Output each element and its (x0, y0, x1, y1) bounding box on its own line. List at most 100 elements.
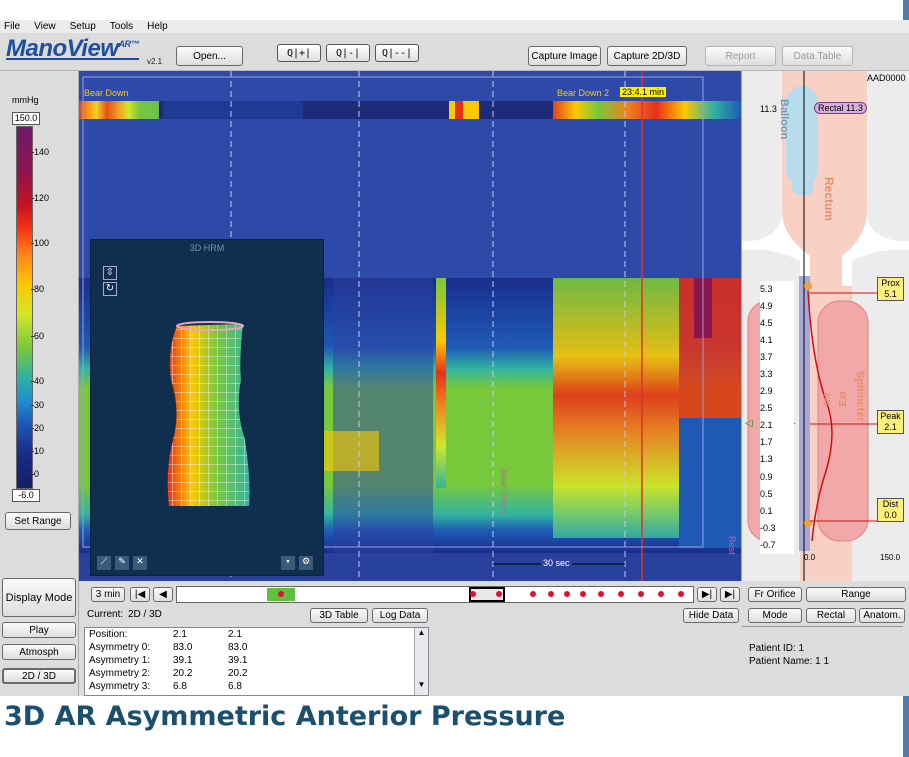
fr-orifice-button[interactable]: Fr Orifice (748, 587, 802, 602)
timeline-event-dot (548, 591, 554, 597)
capture-2d3d-button[interactable]: Capture 2D/3D (607, 46, 687, 66)
mode-button[interactable]: Mode (748, 608, 802, 623)
step-back-icon[interactable]: ◀ (153, 587, 173, 602)
display-mode-button[interactable]: Display Mode (2, 578, 76, 617)
menu-setup[interactable]: Setup (69, 21, 96, 32)
position-tick: 0.9 (760, 471, 773, 482)
dist-tag: Dist 0.0 (877, 498, 904, 522)
unit-label: mmHg (12, 95, 39, 105)
rectal-button[interactable]: Rectal (806, 608, 856, 623)
zoom-fit-button[interactable]: Q|-| (326, 44, 370, 62)
position-tick: 0.1 (760, 505, 773, 516)
3d-hrm-panel[interactable]: 3D HRM ⇳ ↻ ⟋ ✎ ✕ ▪ ⚙ (90, 239, 324, 576)
menu-help[interactable]: Help (147, 21, 168, 32)
timeline-event-dot (618, 591, 624, 597)
patient-name: Patient Name: 1 1 (749, 656, 830, 667)
position-tick: 1.7 (760, 437, 773, 448)
ext-label: Ext (838, 391, 849, 407)
app-logo: ManoViewAR™ (6, 35, 139, 62)
position-scale: 5.3 4.9 4.5 4.1 3.7 3.3 2.9 2.5 2.1 1.7 1.3 0.9 0.5 0… (760, 281, 794, 554)
table-row: Asymmetry 3: 6.8 6.8 (89, 681, 242, 692)
menu-bar: File View Setup Tools Help (0, 20, 909, 33)
play-button[interactable]: Play (2, 622, 76, 638)
scale-tick: 100 (30, 238, 50, 248)
timeline-event-dot (564, 591, 570, 597)
rotate-horizontal-icon[interactable]: ↻ (103, 282, 117, 296)
table-row: Asymmetry 2: 20.2 20.2 (89, 668, 248, 679)
page-caption: 3D AR Asymmetric Anterior Pressure (4, 701, 566, 732)
rectum-label: Rectum (822, 177, 836, 222)
peak-tag: Peak 2.1 (877, 410, 904, 434)
set-range-button[interactable]: Set Range (5, 512, 71, 530)
log-data-button[interactable]: Log Data (372, 608, 428, 623)
skip-start-icon[interactable]: |◀ (130, 587, 150, 602)
table-row: Asymmetry 1: 39.1 39.1 (89, 655, 248, 666)
range-button[interactable]: Range (806, 587, 906, 602)
timeline-event-dot (278, 591, 284, 597)
position-tick: 3.3 (760, 369, 773, 380)
patient-id: Patient ID: 1 (749, 643, 805, 654)
open-button[interactable]: Open... (176, 46, 243, 66)
position-tick: 3.7 (760, 352, 773, 363)
table-row: Position: 2.1 2.1 (89, 629, 242, 640)
range-max-field[interactable]: 150.0 (12, 112, 40, 125)
axis-min: 0.0 (804, 553, 816, 562)
timeline-event-dot (470, 591, 476, 597)
step-forward-icon[interactable]: ▶| (697, 587, 717, 602)
left-panel: mmHg 150.0 140 120 100 80 60 40 30 20 10… (0, 71, 79, 696)
range-min-field[interactable]: -6.0 (12, 489, 40, 502)
table-scrollbar[interactable]: ▲ ▼ (414, 628, 428, 695)
tool-icon-3[interactable]: ✕ (133, 556, 147, 570)
table-row: Asymmetry 0: 83.0 83.0 (89, 642, 248, 653)
timeline-track[interactable] (176, 586, 694, 603)
scale-tick: 30 (30, 400, 45, 410)
timeline-event-dot (638, 591, 644, 597)
time-scale-label: 30 sec (541, 558, 572, 568)
prox-tag: Prox 5.1 (877, 277, 904, 301)
position-tick: 2.9 (760, 386, 773, 397)
menu-tools[interactable]: Tools (109, 21, 134, 32)
top-value: 11.3 (760, 104, 777, 114)
position-tick: 2.1 (760, 420, 773, 431)
3d-table-button[interactable]: 3D Table (310, 608, 368, 623)
scale-tick: 60 (30, 331, 45, 341)
duration-button[interactable]: 3 min (91, 587, 125, 602)
timeline-event-dot (580, 591, 586, 597)
rest-label: Rest (727, 536, 737, 555)
zoom-out-button[interactable]: Q|--| (375, 44, 419, 62)
capture-image-button[interactable]: Capture Image (528, 46, 601, 66)
menu-file[interactable]: File (4, 21, 21, 32)
timeline-event-dot (496, 591, 502, 597)
2d-3d-button[interactable]: 2D / 3D (2, 668, 76, 684)
3d-sphincter-model[interactable] (163, 320, 257, 510)
tool-icon-2[interactable]: ✎ (115, 556, 129, 570)
tool-icon-4[interactable]: ▪ (281, 556, 295, 570)
timeline-event-dot (598, 591, 604, 597)
tool-icon-5[interactable]: ⚙ (299, 556, 313, 570)
position-tick: 4.1 (760, 335, 773, 346)
scroll-down-icon[interactable]: ▼ (417, 680, 426, 689)
app-version: v2.1 (147, 57, 163, 66)
tool-icon-1[interactable]: ⟋ (97, 556, 111, 570)
rotate-vertical-icon[interactable]: ⇳ (103, 266, 117, 280)
int-label: Int (822, 393, 833, 406)
hide-data-button[interactable]: Hide Data (683, 608, 739, 623)
zoom-in-button[interactable]: Q|+| (277, 44, 321, 62)
atmosph-button[interactable]: Atmosph (2, 644, 76, 660)
position-tick: 2.5 (760, 403, 773, 414)
data-table-button[interactable]: Data Table (782, 46, 853, 66)
skip-end-icon[interactable]: ▶| (720, 587, 740, 602)
menu-view[interactable]: View (34, 21, 56, 32)
data-table[interactable]: Position: 2.1 2.1 Asymmetry 0: 83.0 83.0 Asy… (84, 627, 429, 696)
scroll-up-icon[interactable]: ▲ (417, 628, 426, 637)
report-button[interactable]: Report (705, 46, 776, 66)
hrm-title: 3D HRM (189, 243, 225, 253)
current-label: Current: (87, 609, 124, 620)
divider (742, 626, 903, 627)
event-label-1: Bear Down (84, 88, 129, 98)
scale-tick: 140 (30, 147, 50, 157)
scale-tick: 80 (30, 284, 45, 294)
position-tick: 4.5 (760, 318, 773, 329)
anatom-button[interactable]: Anatom. (859, 608, 905, 623)
rotated-event-label: Bear Down (499, 469, 509, 514)
